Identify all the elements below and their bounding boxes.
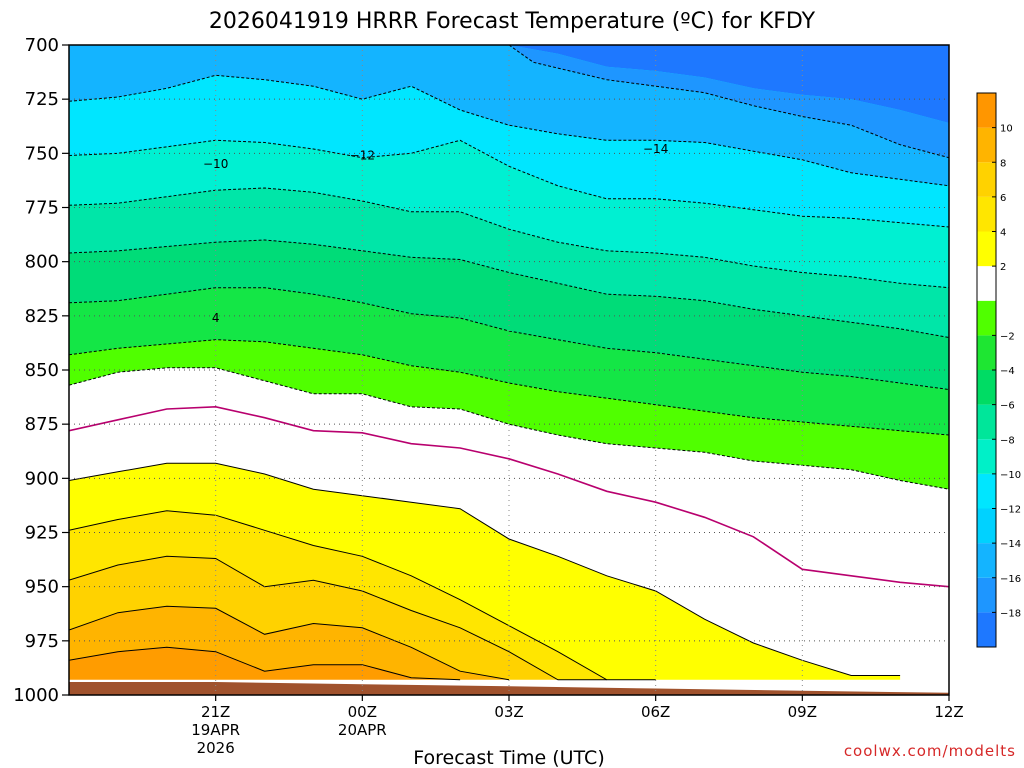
band-4-6 bbox=[69, 287, 949, 435]
contour-lines bbox=[69, 45, 949, 681]
xtick-label-06Z: 06Z bbox=[641, 703, 670, 721]
contour-4 bbox=[69, 510, 656, 681]
ytick-label-1000: 1000 bbox=[13, 685, 59, 706]
band-10-12 bbox=[69, 140, 949, 288]
contour-0 bbox=[69, 405, 949, 588]
contour-10 bbox=[69, 646, 461, 681]
contour-label: −10 bbox=[203, 157, 228, 171]
contour-m4 bbox=[69, 339, 949, 436]
colorbar-tick-label: −2 bbox=[1000, 331, 1015, 342]
band-lt-18 bbox=[509, 45, 949, 123]
colorbar-swatch bbox=[977, 612, 996, 647]
contour-m12 bbox=[69, 139, 949, 228]
contour-labels: −10 −12 −14 4 bbox=[203, 142, 668, 325]
colorbar-tick-label: 2 bbox=[1000, 262, 1006, 273]
xtick-label-12Z: 12Z bbox=[934, 703, 963, 721]
ytick-label-925: 925 bbox=[25, 523, 59, 544]
colorbar-swatch bbox=[977, 231, 996, 267]
colorbar-tick-label: 4 bbox=[1000, 228, 1006, 239]
colorbar-swatch bbox=[977, 196, 996, 232]
xtick-label-09Z: 09Z bbox=[788, 703, 817, 721]
colorbar-tick-label: −14 bbox=[1000, 539, 1021, 550]
colorbar-swatch bbox=[977, 508, 996, 544]
colorbar-swatch bbox=[977, 370, 996, 405]
colorbar-tick-label: −10 bbox=[1000, 470, 1021, 481]
chart-title: 2026041919 HRRR Forecast Temperature (ºC… bbox=[209, 9, 816, 34]
xtick-label-00Z: 00Z bbox=[348, 703, 377, 721]
ytick-label-900: 900 bbox=[25, 468, 59, 489]
contour-2 bbox=[69, 462, 901, 676]
xtick-date-21Z: 19APR bbox=[191, 721, 240, 739]
colorbar-tick-label: −18 bbox=[1000, 608, 1021, 619]
colorbar-tick-label: 6 bbox=[1000, 193, 1006, 204]
ytick-label-850: 850 bbox=[25, 360, 59, 381]
ytick-label-700: 700 bbox=[25, 35, 59, 56]
xtick-year-21Z: 2026 bbox=[197, 739, 235, 757]
colorbar: −18 −16 −14 −12 −10 −8 −6 −4 −2 2 4 6 8 10 bbox=[976, 92, 1021, 648]
ytick-label-775: 775 bbox=[25, 198, 59, 219]
band-4-6-warm bbox=[69, 510, 656, 680]
credit-text: coolwx.com/modelts bbox=[844, 742, 1016, 760]
grid-lines bbox=[69, 45, 949, 695]
ytick-label-825: 825 bbox=[25, 306, 59, 327]
contour-label: −14 bbox=[643, 142, 668, 156]
filled-temperature-bands bbox=[69, 45, 949, 695]
colorbar-tick-label: −4 bbox=[1000, 366, 1015, 377]
colorbar-swatch bbox=[977, 93, 996, 128]
colorbar-swatch bbox=[977, 404, 996, 440]
contour-m10 bbox=[69, 187, 949, 289]
colorbar-tick-label: −12 bbox=[1000, 505, 1021, 516]
colorbar-tick-label: 10 bbox=[1000, 124, 1013, 135]
colorbar-tick-label: −8 bbox=[1000, 435, 1015, 446]
colorbar-swatch bbox=[977, 300, 996, 336]
band-16-18 bbox=[509, 45, 949, 158]
colorbar-swatch bbox=[977, 335, 996, 370]
band-12-14 bbox=[69, 75, 949, 227]
contour-m16 bbox=[508, 45, 949, 159]
colorbar-swatch bbox=[977, 543, 996, 578]
colorbar-swatch bbox=[977, 266, 996, 301]
colorbar-swatch bbox=[977, 473, 996, 509]
colorbar-swatch bbox=[977, 439, 996, 474]
band-8-10 bbox=[69, 188, 949, 338]
colorbar-swatch bbox=[977, 577, 996, 613]
contour-m8 bbox=[69, 239, 949, 339]
band-6-8 bbox=[69, 240, 949, 390]
xtick-label-21Z: 21Z bbox=[201, 703, 230, 721]
band-6-8-warm bbox=[69, 556, 607, 680]
colorbar-swatch bbox=[977, 127, 996, 163]
ytick-label-800: 800 bbox=[25, 252, 59, 273]
colorbar-swatch bbox=[977, 162, 996, 197]
colorbar-tick-label: −6 bbox=[1000, 401, 1015, 412]
ytick-label-975: 975 bbox=[25, 631, 59, 652]
xtick-date-00Z: 20APR bbox=[338, 721, 387, 739]
contour-m14 bbox=[69, 74, 949, 187]
contour-6 bbox=[69, 555, 607, 681]
contour-8 bbox=[69, 605, 510, 681]
band-8-10-warm bbox=[69, 606, 509, 680]
contour-label: 4 bbox=[212, 311, 220, 325]
colorbar-tick-label: 8 bbox=[1000, 158, 1006, 169]
contour-m2 bbox=[69, 367, 949, 490]
band-0-2 bbox=[69, 463, 901, 680]
ytick-label-725: 725 bbox=[25, 89, 59, 110]
ytick-label-875: 875 bbox=[25, 414, 59, 435]
colorbar-tick-label: −16 bbox=[1000, 574, 1021, 585]
band-2-4 bbox=[69, 339, 949, 490]
y-axis: 700 725 750 775 800 825 850 875 900 925 950 975 1000 bbox=[13, 35, 69, 706]
band-gt-10 bbox=[69, 647, 461, 680]
terrain-ground bbox=[69, 682, 949, 695]
ytick-label-950: 950 bbox=[25, 577, 59, 598]
terrain-fill bbox=[69, 682, 949, 695]
xtick-label-03Z: 03Z bbox=[494, 703, 523, 721]
x-axis-label: Forecast Time (UTC) bbox=[413, 747, 604, 768]
ytick-label-750: 750 bbox=[25, 143, 59, 164]
contour-label: −12 bbox=[350, 149, 375, 163]
